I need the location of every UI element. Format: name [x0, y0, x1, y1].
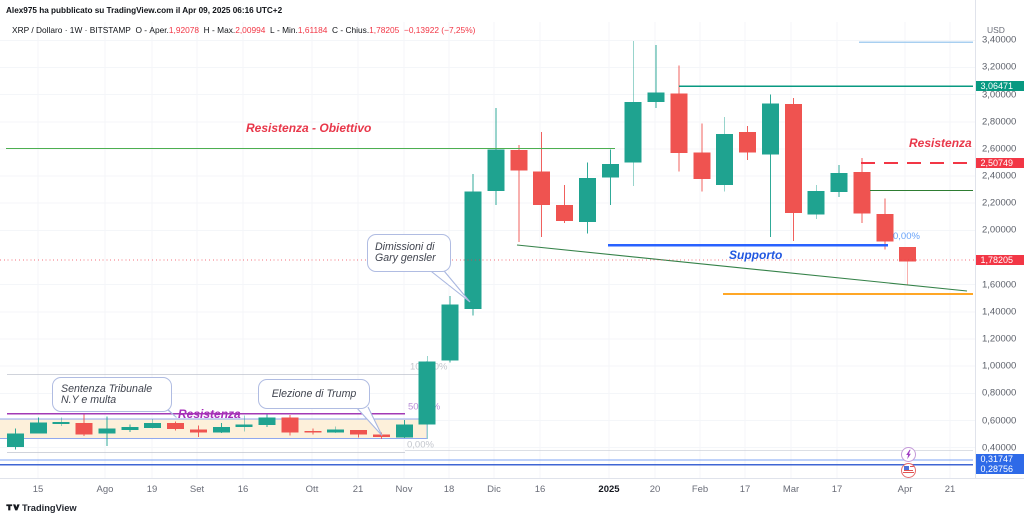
- svg-text:0,00%: 0,00%: [407, 440, 434, 451]
